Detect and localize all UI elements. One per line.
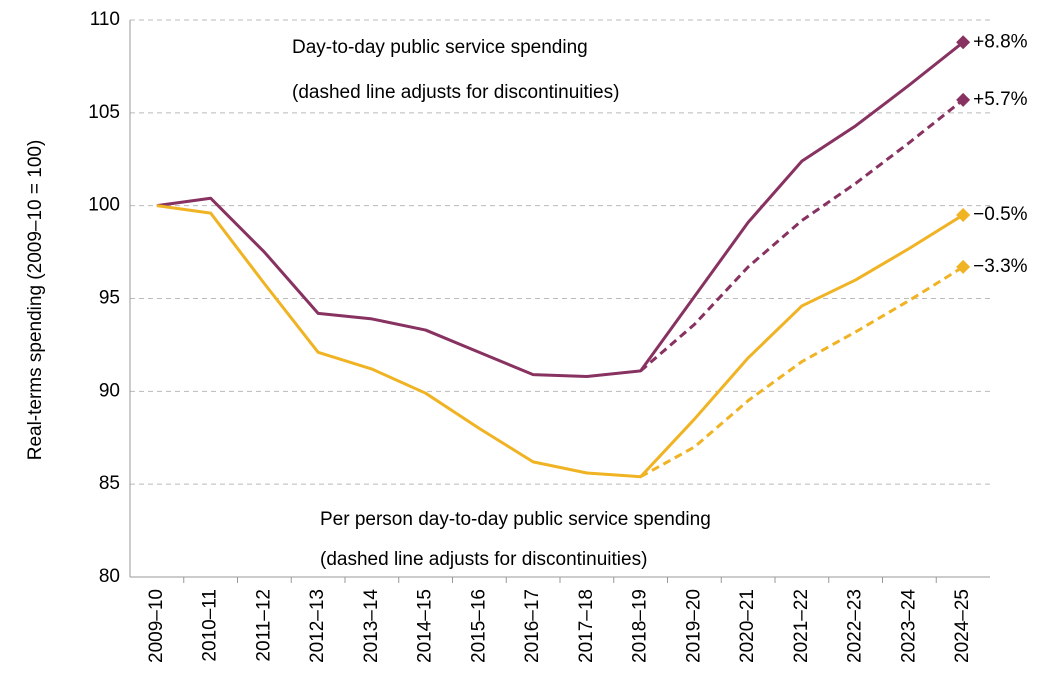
x-tick-label: 2023–24 [898,589,919,663]
x-tick-label: 2014–15 [415,589,436,663]
x-tick-label: 2019–20 [683,589,704,663]
end-marker [956,259,971,274]
end-label: +8.8% [973,31,1028,52]
series-line [639,265,964,479]
x-tick-label: 2016–17 [522,589,543,663]
x-tick-label: 2021–22 [791,589,812,663]
y-tick-label: 80 [99,566,120,587]
x-tick-label: 2018–19 [630,589,651,663]
x-tick-label: 2012–13 [307,589,328,663]
y-tick-label: 90 [99,380,120,401]
annotation: (dashed line adjusts for discontinuities… [320,549,647,570]
x-tick-label: 2010–11 [200,589,221,662]
x-tick-label: 2024–25 [952,589,973,663]
annotation: Per person day-to-day public service spe… [320,509,711,530]
y-tick-label: 105 [88,102,120,123]
end-label: −0.5% [973,204,1028,225]
x-tick-label: 2022–23 [845,589,866,663]
annotation: (dashed line adjusts for discontinuities… [292,82,619,103]
y-axis-label: Real-terms spending (2009–10 = 100) [25,140,46,461]
annotation: Day-to-day public service spending [292,37,588,58]
series-line [639,98,965,373]
end-marker [956,92,971,107]
x-tick-label: 2020–21 [737,589,758,663]
series-line [156,204,964,479]
series-line [156,41,965,378]
end-marker [956,35,971,50]
end-marker [956,207,971,222]
y-tick-label: 100 [88,195,120,216]
x-tick-label: 2015–16 [468,589,489,663]
x-tick-label: 2017–18 [576,589,597,663]
end-label: +5.7% [973,89,1028,110]
end-label: −3.3% [973,256,1028,277]
x-tick-label: 2011–12 [253,589,274,662]
y-tick-label: 110 [90,9,120,30]
y-tick-label: 85 [99,473,120,494]
x-tick-label: 2009–10 [146,589,167,663]
x-tick-label: 2013–14 [361,589,382,663]
y-tick-label: 95 [99,288,120,309]
